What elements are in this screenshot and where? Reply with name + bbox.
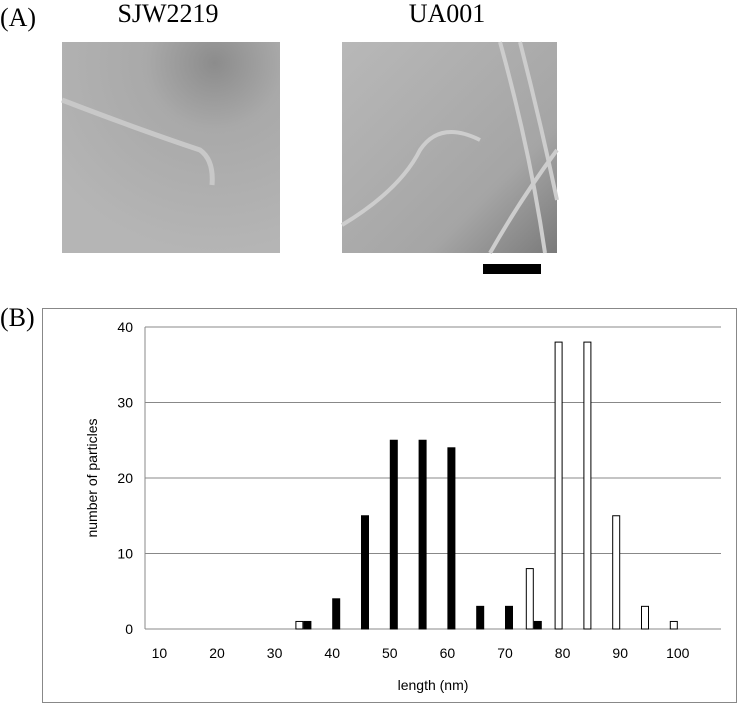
- x-axis-label: length (nm): [398, 677, 469, 693]
- bar: [583, 341, 592, 630]
- y-tick-label: 0: [125, 621, 133, 637]
- y-tick-label: 20: [117, 470, 133, 486]
- x-tick-label: 80: [555, 645, 571, 661]
- x-tick-label: 50: [382, 645, 398, 661]
- x-tick-label: 40: [324, 645, 340, 661]
- scale-bar: [483, 264, 541, 274]
- bar: [669, 620, 678, 630]
- x-tick-label: 70: [497, 645, 513, 661]
- bar: [612, 515, 621, 630]
- y-tick-label: 40: [117, 319, 133, 335]
- bar: [295, 620, 304, 630]
- image-title: UA001: [409, 0, 486, 28]
- bar: [303, 620, 312, 630]
- micrograph: [342, 42, 557, 253]
- x-tick-label: 90: [612, 645, 628, 661]
- bar: [418, 439, 427, 630]
- y-tick-label: 10: [117, 546, 133, 562]
- image-title: SJW2219: [117, 0, 218, 28]
- x-tick-label: 30: [267, 645, 283, 661]
- bar: [361, 515, 369, 630]
- bar: [554, 341, 563, 630]
- panel-label: (B): [0, 303, 35, 332]
- particle: [61, 97, 215, 186]
- panel-label: (A): [0, 3, 36, 32]
- bar: [447, 447, 456, 630]
- bar: [641, 605, 649, 630]
- x-tick-label: 20: [209, 645, 225, 661]
- chart-frame: [42, 308, 737, 703]
- particle: [340, 41, 559, 254]
- bar: [476, 605, 485, 630]
- micrograph: [62, 42, 280, 253]
- bar: [533, 620, 542, 630]
- bar: [332, 598, 341, 630]
- y-tick-label: 30: [117, 395, 133, 411]
- x-tick-label: 10: [152, 645, 168, 661]
- bar: [525, 568, 534, 630]
- bar: [505, 605, 513, 630]
- y-axis-label: number of particles: [84, 418, 100, 537]
- bar: [389, 439, 398, 630]
- x-tick-label: 100: [666, 645, 690, 661]
- x-tick-label: 60: [440, 645, 456, 661]
